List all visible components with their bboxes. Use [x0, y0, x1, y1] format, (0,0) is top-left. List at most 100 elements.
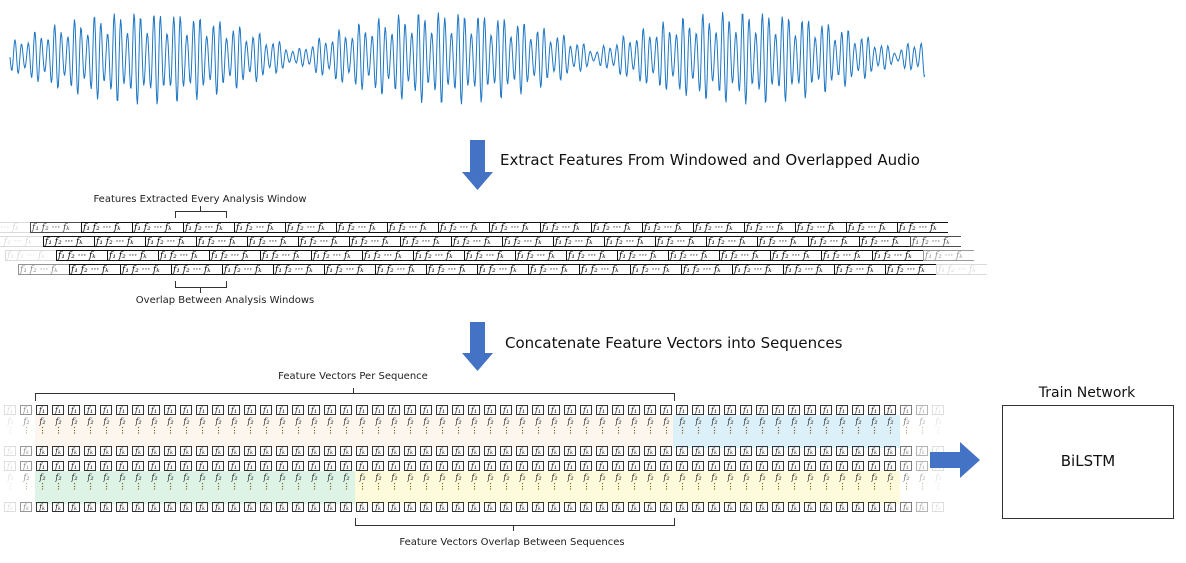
feature-f1: f₁: [36, 405, 48, 415]
feature-f2: f₂: [439, 417, 446, 426]
feature-fk: fₖ: [196, 446, 208, 456]
feature-f1: f₁: [724, 405, 736, 415]
feature-fk: fₖ: [628, 446, 640, 456]
vertical-ellipsis: ⋮: [230, 425, 239, 435]
feature-vector: f₁ f₂ ⋮ fₖ: [259, 461, 274, 513]
feature-fk: fₖ: [516, 502, 528, 512]
vertical-ellipsis: ⋮: [790, 481, 799, 491]
feature-f1: f₁: [916, 461, 928, 471]
feature-fk: fₖ: [852, 502, 864, 512]
vertical-ellipsis: ⋮: [486, 481, 495, 491]
feature-fk: fₖ: [788, 502, 800, 512]
sequence-highlight-yellow: [355, 471, 900, 504]
vertical-ellipsis: ⋮: [166, 481, 175, 491]
analysis-window: f₁ f₂ ··· fₖ: [362, 250, 413, 261]
feature-f1: f₁: [500, 461, 512, 471]
feature-f2: f₂: [23, 473, 30, 482]
feature-fk: fₖ: [68, 502, 80, 512]
feature-f2: f₂: [679, 473, 686, 482]
vertical-ellipsis: ⋮: [758, 425, 767, 435]
feature-fk: fₖ: [756, 446, 768, 456]
vertical-ellipsis: ⋮: [262, 481, 271, 491]
vertical-ellipsis: ⋮: [310, 425, 319, 435]
vertical-ellipsis: ⋮: [534, 481, 543, 491]
analysis-window: f₁ f₂ ··· fₖ: [872, 250, 923, 261]
feature-fk: fₖ: [820, 446, 832, 456]
feature-f1: f₁: [564, 405, 576, 415]
vertical-ellipsis: ⋮: [182, 481, 191, 491]
feature-fk: fₖ: [308, 502, 320, 512]
feature-f2: f₂: [807, 473, 814, 482]
feature-f1: f₁: [500, 405, 512, 415]
feature-fk: fₖ: [308, 446, 320, 456]
feature-f2: f₂: [871, 417, 878, 426]
feature-f1: f₁: [4, 461, 16, 471]
feature-f2: f₂: [103, 417, 110, 426]
vertical-ellipsis: ⋮: [374, 481, 383, 491]
vertical-ellipsis: ⋮: [198, 481, 207, 491]
feature-fk: fₖ: [212, 502, 224, 512]
features-per-window-label: Features Extracted Every Analysis Window: [93, 194, 307, 205]
analysis-window: f₁ f₂ ··· fₖ: [196, 236, 247, 247]
feature-f2: f₂: [855, 473, 862, 482]
vertical-ellipsis: ⋮: [598, 481, 607, 491]
feature-fk: fₖ: [468, 446, 480, 456]
feature-fk: fₖ: [692, 502, 704, 512]
feature-f2: f₂: [631, 417, 638, 426]
vertical-ellipsis: ⋮: [406, 481, 415, 491]
analysis-window: f₁ f₂ ··· fₖ: [69, 264, 120, 275]
feature-fk: fₖ: [212, 446, 224, 456]
feature-fk: fₖ: [740, 502, 752, 512]
analysis-window: f₁ f₂ ··· fₖ: [349, 236, 400, 247]
feature-vector: f₁ f₂ ⋮ fₖ: [755, 461, 770, 513]
feature-fk: fₖ: [452, 502, 464, 512]
vertical-ellipsis: ⋮: [614, 425, 623, 435]
feature-vector: f₁ f₂ ⋮ fₖ: [3, 461, 18, 513]
feature-f1: f₁: [116, 461, 128, 471]
feature-f2: f₂: [215, 417, 222, 426]
feature-f1: f₁: [772, 461, 784, 471]
feature-fk: fₖ: [52, 446, 64, 456]
vertical-ellipsis: ⋮: [726, 481, 735, 491]
vertical-ellipsis: ⋮: [166, 425, 175, 435]
feature-vector: f₁ f₂ ⋮ fₖ: [467, 461, 482, 513]
feature-f2: f₂: [167, 417, 174, 426]
feature-fk: fₖ: [164, 502, 176, 512]
vertical-ellipsis: ⋮: [854, 481, 863, 491]
vertical-ellipsis: ⋮: [726, 425, 735, 435]
vertical-ellipsis: ⋮: [790, 425, 799, 435]
vertical-ellipsis: ⋮: [694, 425, 703, 435]
feature-f2: f₂: [487, 417, 494, 426]
feature-vector: f₁ f₂ ⋮ fₖ: [659, 405, 674, 457]
feature-f1: f₁: [836, 461, 848, 471]
feature-f1: f₁: [52, 461, 64, 471]
feature-f2: f₂: [791, 473, 798, 482]
feature-vector: f₁ f₂ ⋮ fₖ: [35, 405, 50, 457]
feature-f1: f₁: [132, 461, 144, 471]
feature-vector: f₁ f₂ ⋮ fₖ: [707, 461, 722, 513]
vertical-ellipsis: ⋮: [118, 425, 127, 435]
analysis-window: f₁ f₂ ··· fₖ: [757, 236, 808, 247]
analysis-window: f₁ f₂ ··· fₖ: [0, 236, 43, 247]
analysis-window: f₁ f₂ ··· fₖ: [0, 222, 30, 233]
down-arrow-icon: [462, 140, 493, 190]
feature-vector: f₁ f₂ ⋮ fₖ: [723, 405, 738, 457]
feature-f1: f₁: [148, 461, 160, 471]
feature-vector: f₁ f₂ ⋮ fₖ: [323, 405, 338, 457]
feature-vector: f₁ f₂ ⋮ fₖ: [179, 461, 194, 513]
analysis-window: f₁ f₂ ··· fₖ: [821, 250, 872, 261]
vertical-ellipsis: ⋮: [390, 425, 399, 435]
vertical-ellipsis: ⋮: [678, 425, 687, 435]
analysis-window: f₁ f₂ ··· fₖ: [222, 264, 273, 275]
vertical-ellipsis: ⋮: [742, 481, 751, 491]
feature-fk: fₖ: [132, 502, 144, 512]
vertical-ellipsis: ⋮: [934, 481, 943, 491]
feature-f2: f₂: [551, 473, 558, 482]
feature-f1: f₁: [804, 405, 816, 415]
vertical-ellipsis: ⋮: [262, 425, 271, 435]
feature-vector: f₁ f₂ ⋮ fₖ: [627, 461, 642, 513]
feature-f2: f₂: [343, 473, 350, 482]
vertical-ellipsis: ⋮: [6, 425, 15, 435]
vertical-ellipsis: ⋮: [358, 481, 367, 491]
